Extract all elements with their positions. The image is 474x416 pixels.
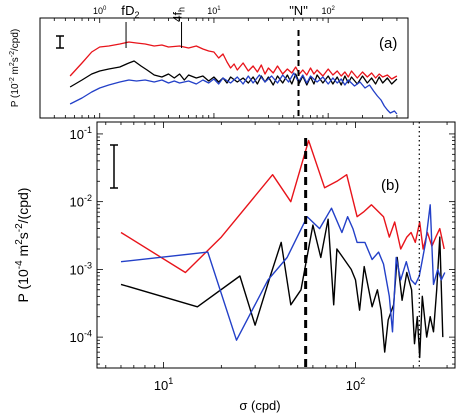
- panel-b-x-tick-label-base: 10: [346, 378, 360, 393]
- panel-a-top-tick-label: 100: [93, 6, 107, 16]
- panel-b-y-tick-label-exp: -4: [84, 328, 92, 338]
- panel-b-ylabel: P (10-4 m2s-2/(cpd): [14, 188, 31, 303]
- panel-a-ylabel-tail: /cpd): [10, 29, 21, 51]
- panel-b-ylabel-unit2-exp: -2: [14, 223, 25, 232]
- panel-a-top-tick-label: 102: [321, 6, 335, 16]
- panel-a-ylabel-unit2-exp: -2: [9, 51, 16, 57]
- panel-b-frame: [96, 121, 456, 369]
- panel-a-annotation-text: f: [121, 3, 125, 18]
- panel-b-y-ticks: 10-410-310-210-1: [70, 125, 455, 365]
- panel-b-y-tick-label-base: 10: [70, 127, 84, 142]
- panel-a-annotation: "N": [289, 3, 308, 18]
- panel-a-top-tick-label-base: 10: [93, 6, 103, 16]
- panel-a-annotation-text: 4f: [171, 11, 185, 22]
- panel-a-label: (a): [379, 35, 397, 52]
- panel-b-y-tick-label-exp: -2: [84, 193, 92, 203]
- panel-b-xlabel: σ (cpd): [239, 398, 280, 413]
- panel-b-x-tick-label-base: 10: [154, 378, 168, 393]
- panel-a-annotation-text: "N": [289, 3, 308, 18]
- panel-b-ylabel-tail: /(cpd): [15, 188, 31, 224]
- panel-a-top-tick-label-base: 10: [207, 6, 217, 16]
- panel-a-ylabel-unit2: s: [10, 57, 21, 62]
- panel-b-series-line-2: [120, 204, 446, 341]
- panel-a-ylabel-main: P (10: [10, 83, 21, 107]
- panel-b-y-tick-label-base: 10: [70, 195, 84, 210]
- panel-b-errorbar: [110, 144, 118, 189]
- panel-a-top-tick-label-base: 10: [321, 6, 331, 16]
- panel-b-y-tick-label-base: 10: [70, 330, 84, 345]
- panel-b-y-tick-label: 10-4: [70, 328, 92, 345]
- panel-b: 101 102 10-410-310-210-1 (b) σ (cpd) P (1…: [14, 121, 456, 413]
- panel-b-y-tick-label: 10-2: [70, 193, 92, 210]
- panel-a-annotations: f D2 4fh "N": [121, 3, 308, 22]
- panel-b-y-tick-label-exp: -1: [84, 125, 92, 135]
- panel-b-x-tick-label-exp: 1: [168, 376, 173, 386]
- panel-a-ylabel-unit-exp: 2: [9, 62, 16, 66]
- panel-b-x-tick-label: 102: [346, 376, 365, 393]
- panel-a-top-tick-label-exp: 0: [103, 6, 107, 12]
- panel-b-y-tick-label: 10-1: [70, 125, 92, 142]
- panel-b-ylabel-main: P (10: [15, 269, 31, 302]
- panel-b-y-tick-label-base: 10: [70, 262, 84, 277]
- panel-a-annotation: f: [121, 3, 125, 18]
- panel-a-ylabel-unit: m: [10, 66, 21, 77]
- panel-b-y-tick-label: 10-3: [70, 261, 92, 278]
- panel-b-label: (b): [381, 177, 399, 194]
- panel-a-top-tick-label: 101: [207, 6, 221, 16]
- panel-a-annotation-sub: 2: [135, 10, 140, 20]
- panel-a-annotation: D2: [125, 3, 139, 20]
- panel-a: 100 101 102 f D2 4fh "N" (a) P (10-2 m2s-2/cp…: [9, 3, 409, 119]
- panel-b-ylabel-unit-exp: 2: [14, 239, 25, 245]
- panel-a-top-tick-label-exp: 2: [331, 6, 335, 12]
- panel-b-x-ticks: 101 102: [105, 122, 448, 393]
- panel-b-y-tick-label-exp: -3: [84, 261, 92, 271]
- panel-b-series-line-1: [120, 218, 444, 359]
- panel-a-top-ticks: 100 101 102: [39, 6, 409, 118]
- panel-b-ylabel-exp: -4: [14, 260, 25, 269]
- panel-a-series-line-0: [69, 41, 398, 80]
- panel-a-annotation-lines: [125, 22, 183, 48]
- panel-b-series: [120, 139, 446, 359]
- panel-a-top-tick-label-exp: 1: [217, 6, 221, 12]
- panel-a-ylabel-exp: -2: [9, 77, 16, 83]
- panel-a-frame: [39, 17, 409, 119]
- panel-b-ylabel-unit: m: [15, 245, 31, 261]
- panel-b-x-tick-label-exp: 2: [360, 376, 365, 386]
- panel-b-x-tick-label: 101: [154, 376, 173, 393]
- panel-a-annotation: 4fh: [171, 7, 187, 22]
- panel-a-annotation-text: D: [125, 3, 134, 18]
- panel-b-ylabel-unit2: s: [15, 232, 31, 239]
- panel-a-errorbar: [56, 35, 64, 49]
- panel-a-series-line-2: [69, 72, 398, 115]
- panel-a-ylabel: P (10-2 m2s-2/cpd): [9, 29, 21, 107]
- panel-a-series: [69, 41, 398, 115]
- panel-a-annotation-sub: h: [177, 7, 187, 12]
